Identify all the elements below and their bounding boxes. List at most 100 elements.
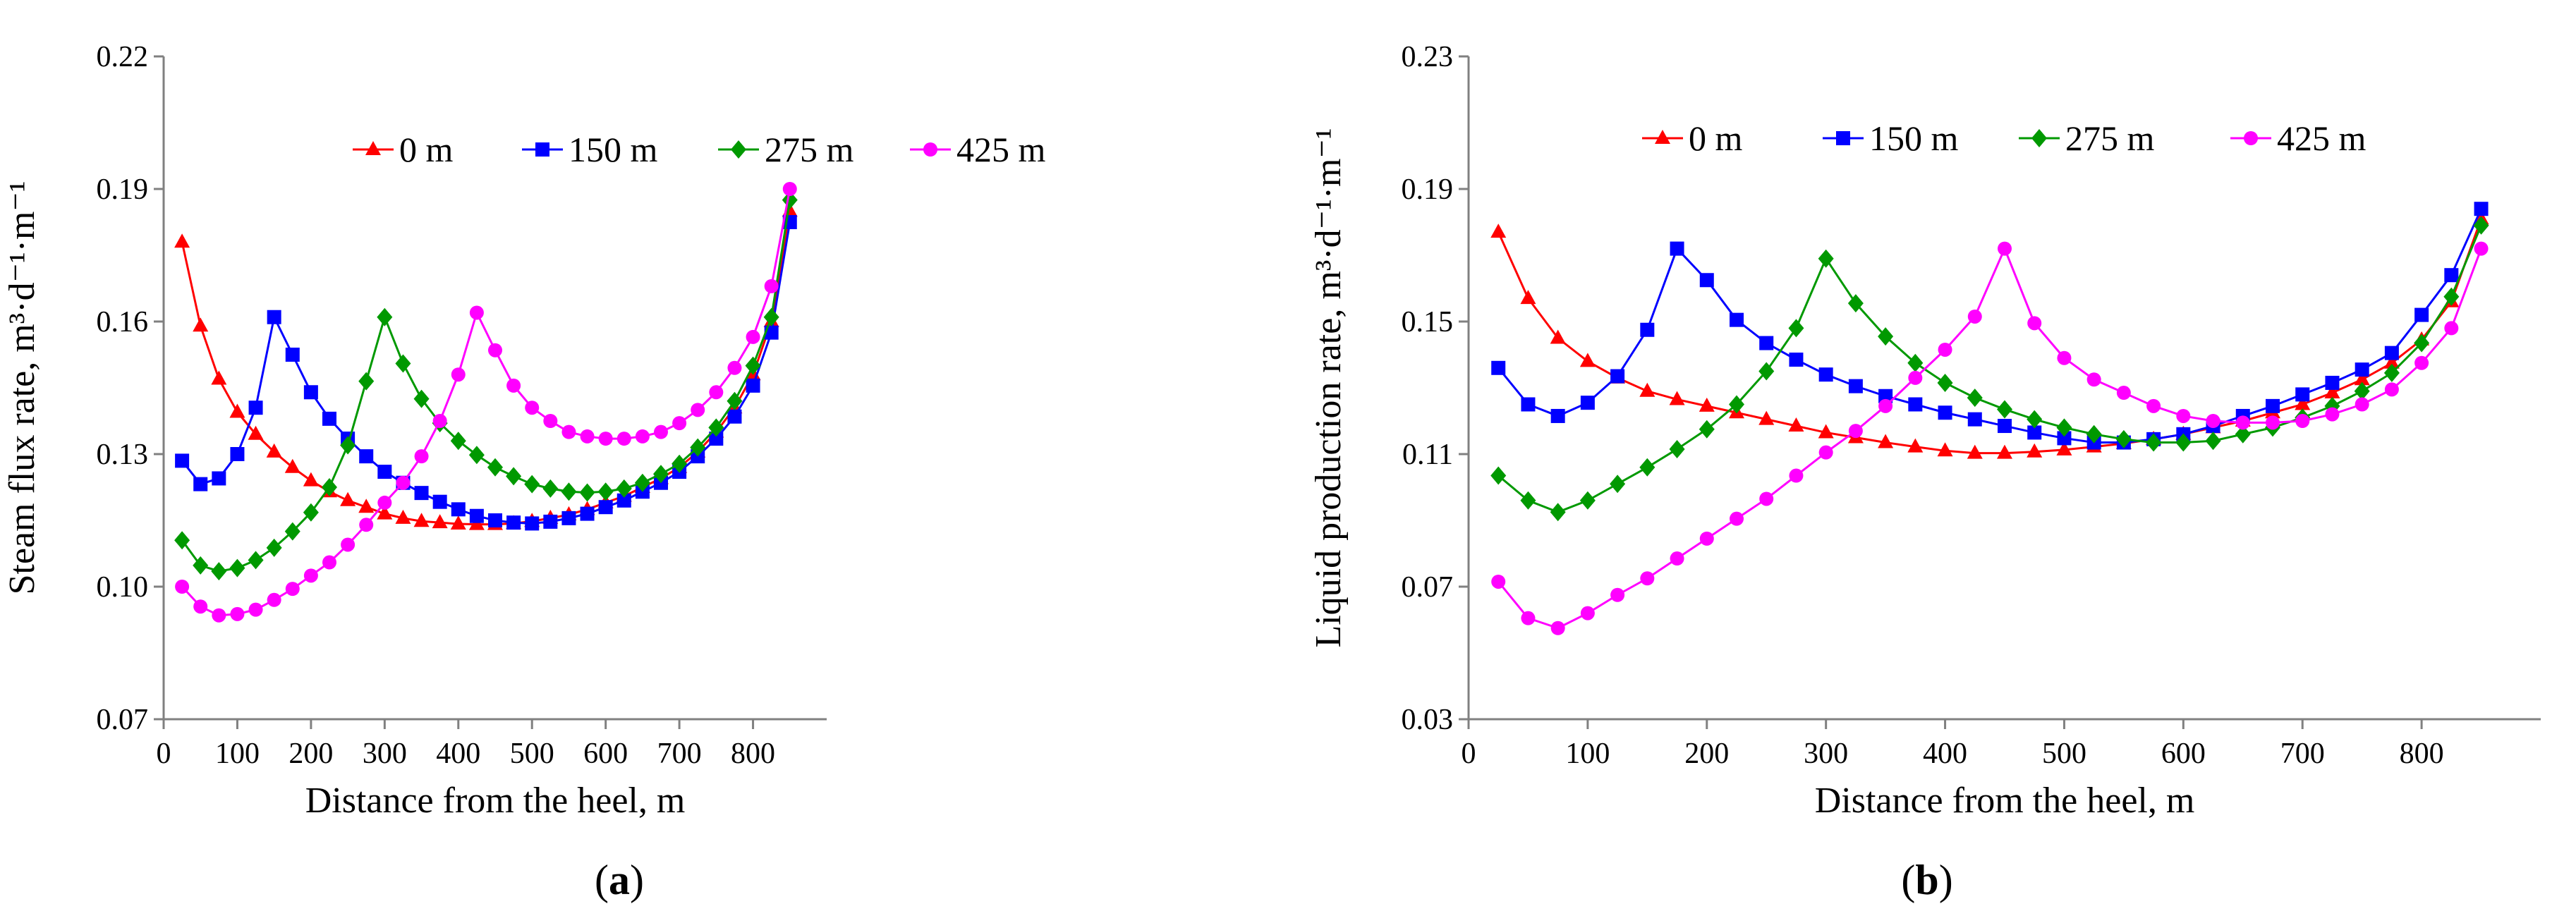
series-0-point bbox=[340, 491, 356, 506]
series-2-point bbox=[395, 354, 411, 373]
legend-label-2: 275 m bbox=[2065, 118, 2155, 158]
series-2-point bbox=[763, 307, 779, 326]
series-0-point bbox=[193, 317, 209, 332]
series-0-point bbox=[395, 509, 411, 524]
series-0-point bbox=[1937, 442, 1953, 457]
series-3-point bbox=[2146, 398, 2161, 413]
x-tick-label: 800 bbox=[731, 738, 775, 770]
series-2-point bbox=[1669, 439, 1685, 458]
series-2-point bbox=[1490, 466, 1507, 485]
series-3-point bbox=[341, 537, 356, 552]
y-tick-label: 0.22 bbox=[97, 41, 149, 73]
legend-swatch-marker-1 bbox=[1836, 131, 1850, 145]
series-3-point bbox=[414, 449, 429, 464]
series-1-point bbox=[2384, 346, 2399, 360]
series-1-point bbox=[2027, 425, 2042, 440]
series-3-point bbox=[506, 378, 521, 393]
series-2-point bbox=[1758, 362, 1775, 381]
series-3-point bbox=[1759, 491, 1774, 506]
series-2-point bbox=[2354, 381, 2370, 401]
series-3-point bbox=[2086, 372, 2101, 387]
series-1-point bbox=[1580, 396, 1595, 410]
series-3-point bbox=[1521, 611, 1536, 625]
panel-label-close-paren: ) bbox=[630, 857, 644, 903]
series-2-point bbox=[1699, 420, 1715, 439]
panel-label-open-paren: ( bbox=[595, 857, 609, 903]
x-axis-title: Distance from the heel, m bbox=[305, 781, 686, 821]
series-1-point bbox=[1610, 369, 1625, 384]
series-2-point bbox=[690, 438, 706, 457]
series-1-point bbox=[2474, 202, 2489, 216]
series-1-point bbox=[1998, 419, 2012, 434]
series-3-point bbox=[1789, 468, 1804, 483]
x-tick-label: 100 bbox=[215, 738, 260, 770]
series-3-point bbox=[598, 432, 613, 446]
series-2-point bbox=[2414, 334, 2430, 353]
series-3-point bbox=[2176, 408, 2191, 423]
y-tick-label: 0.19 bbox=[1402, 173, 1454, 206]
y-tick-label: 0.11 bbox=[1402, 439, 1453, 471]
series-1-point bbox=[598, 500, 613, 515]
legend-swatch-marker-2 bbox=[731, 140, 746, 159]
series-1-point bbox=[2295, 387, 2310, 402]
series-2-point bbox=[1907, 353, 1924, 372]
series-1-point bbox=[1521, 397, 1536, 412]
series-2-point bbox=[2086, 424, 2102, 444]
series-3-point bbox=[1580, 606, 1595, 621]
series-3-point bbox=[2295, 414, 2310, 428]
series-1-point bbox=[414, 486, 429, 501]
series-1-point bbox=[1759, 336, 1774, 350]
series-2-point bbox=[2383, 363, 2400, 382]
series-2-point bbox=[2027, 410, 2043, 429]
series-line-2 bbox=[181, 200, 791, 573]
y-tick-label: 0.16 bbox=[97, 306, 149, 338]
series-0-point bbox=[1818, 424, 1834, 439]
series-0-point bbox=[1490, 224, 1507, 238]
series-1-point bbox=[543, 514, 558, 529]
series-1-point bbox=[193, 477, 208, 491]
legend-label-3: 425 m bbox=[2277, 118, 2367, 158]
series-3-point bbox=[396, 475, 411, 490]
series-line-2 bbox=[1497, 225, 2482, 513]
legend-swatch-marker-0 bbox=[1655, 130, 1670, 144]
legend-swatch-marker-3 bbox=[923, 142, 937, 157]
y-tick-label: 0.07 bbox=[97, 704, 149, 736]
x-tick-label: 500 bbox=[2042, 738, 2086, 770]
series-2-point bbox=[561, 482, 577, 501]
x-tick-label: 200 bbox=[288, 738, 333, 770]
series-0-point bbox=[174, 233, 190, 248]
series-1-point bbox=[175, 453, 190, 468]
series-2-point bbox=[1847, 294, 1864, 313]
series-1-point bbox=[285, 348, 300, 362]
series-3-point bbox=[1878, 398, 1893, 413]
series-3-point bbox=[359, 518, 374, 532]
legend-label-0: 0 m bbox=[399, 130, 454, 169]
series-1-point bbox=[377, 465, 392, 479]
series-2-point bbox=[174, 531, 190, 550]
panel-b-liquid-production-chart: 0.03 0.07 0.11 0.15 0.19 0.23 0 100 200 300 400 500… bbox=[1308, 41, 2541, 903]
series-3-point bbox=[746, 329, 760, 344]
series-3-point bbox=[1699, 531, 1714, 546]
panel-label: (b) bbox=[1901, 857, 1952, 903]
x-tick-label: 500 bbox=[510, 738, 554, 770]
series-1-point bbox=[2057, 431, 2072, 446]
series-2-point bbox=[377, 307, 393, 326]
series-2-point bbox=[284, 522, 300, 541]
series-2-point bbox=[634, 473, 650, 492]
panel-label-close-paren: ) bbox=[1939, 857, 1953, 903]
series-0-point bbox=[1550, 329, 1566, 344]
series-2-point bbox=[1878, 327, 1894, 346]
series-2-point bbox=[1579, 491, 1596, 510]
x-tick-label: 400 bbox=[436, 738, 480, 770]
panel-label-open-paren: ( bbox=[1901, 857, 1915, 903]
series-2-point bbox=[1818, 249, 1834, 268]
series-1-point bbox=[2414, 307, 2429, 322]
series-0-point bbox=[1997, 444, 2012, 459]
series-3-point bbox=[1640, 571, 1655, 586]
series-3-point bbox=[230, 606, 245, 621]
series-1-point bbox=[212, 471, 226, 486]
y-tick-label: 0.23 bbox=[1402, 41, 1454, 73]
series-0-point bbox=[2383, 354, 2400, 369]
x-tick-label: 0 bbox=[1462, 738, 1476, 770]
